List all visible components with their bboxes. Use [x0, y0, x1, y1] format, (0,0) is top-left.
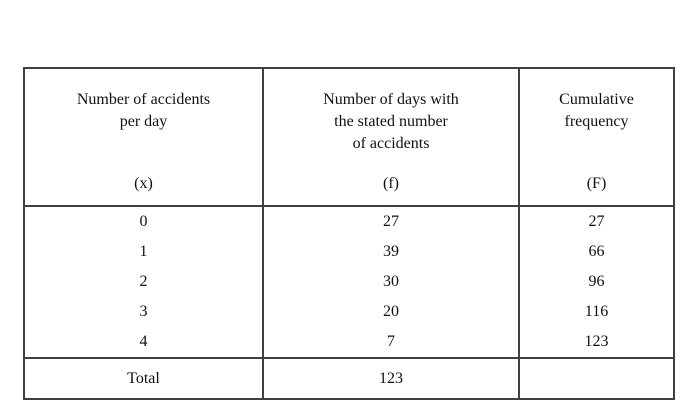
header-line: Cumulative [559, 91, 634, 108]
header-symbol-f: (f) [383, 175, 399, 192]
cell-x-4: 4 [23, 327, 264, 358]
header-line: of accidents [352, 135, 430, 152]
header-line: Number of days with [323, 91, 459, 108]
header-symbol-F: (F) [586, 175, 607, 192]
header-days-title: Number of days with the stated number of… [323, 89, 459, 155]
total-F-empty [518, 357, 675, 399]
header-symbol-x: (x) [134, 175, 153, 192]
cell-F-3: 116 [518, 297, 675, 327]
header-line: per day [119, 113, 168, 130]
header-days-with-accidents: Number of days with the stated number of… [262, 68, 520, 207]
cell-x-0: 0 [23, 206, 264, 237]
frequency-table: Number of accidents per day (x) Number o… [23, 67, 675, 400]
header-cumulative-title: Cumulative frequency [559, 89, 634, 133]
cell-f-2: 30 [262, 267, 520, 297]
cell-x-2: 2 [23, 267, 264, 297]
header-accidents-title: Number of accidents per day [77, 89, 210, 133]
table-row: 1 39 66 [23, 237, 675, 267]
cell-F-4: 123 [518, 327, 675, 358]
header-line: frequency [564, 113, 629, 130]
cell-f-3: 20 [262, 297, 520, 327]
cell-f-1: 39 [262, 237, 520, 267]
cell-f-0: 27 [262, 206, 520, 237]
table-row: 3 20 116 [23, 297, 675, 327]
total-row: Total 123 [23, 357, 675, 399]
table-row: 4 7 123 [23, 327, 675, 358]
cell-f-4: 7 [262, 327, 520, 358]
cell-F-2: 96 [518, 267, 675, 297]
header-accidents-per-day: Number of accidents per day (x) [23, 68, 264, 207]
table-row: 0 27 27 [23, 206, 675, 237]
header-line: the stated number [334, 113, 448, 130]
cell-F-1: 66 [518, 237, 675, 267]
table-row: 2 30 96 [23, 267, 675, 297]
total-label: Total [23, 357, 264, 399]
header-line: Number of accidents [76, 91, 211, 108]
header-row: Number of accidents per day (x) Number o… [23, 68, 675, 207]
cell-x-1: 1 [23, 237, 264, 267]
total-f-value: 123 [262, 357, 520, 399]
cell-F-0: 27 [518, 206, 675, 237]
header-cumulative-frequency: Cumulative frequency (F) [518, 68, 675, 207]
cell-x-3: 3 [23, 297, 264, 327]
